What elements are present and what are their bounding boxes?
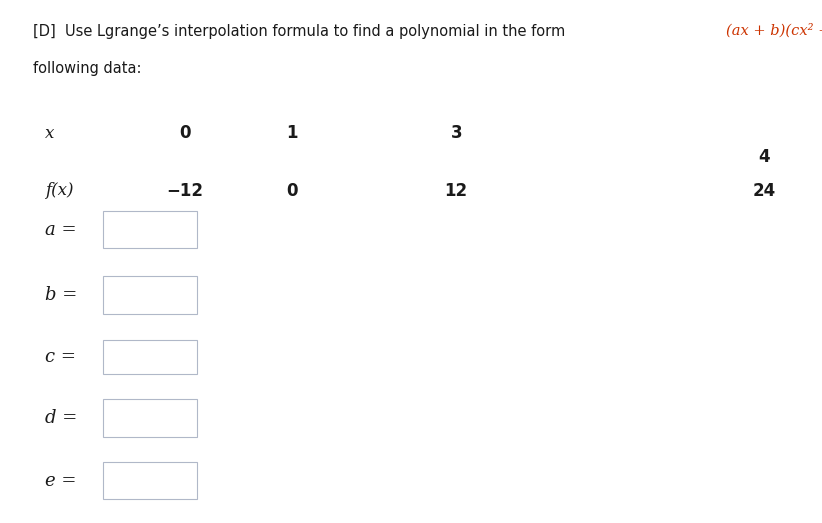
Text: −12: −12 bbox=[166, 182, 204, 200]
Text: 24: 24 bbox=[753, 182, 776, 200]
Text: c =: c = bbox=[45, 348, 76, 366]
FancyBboxPatch shape bbox=[103, 276, 197, 314]
FancyBboxPatch shape bbox=[103, 340, 197, 374]
Text: e =: e = bbox=[45, 472, 76, 490]
Text: 12: 12 bbox=[445, 182, 468, 200]
Text: x: x bbox=[45, 125, 54, 142]
Text: 4: 4 bbox=[759, 148, 770, 166]
Text: d =: d = bbox=[45, 409, 77, 427]
Text: 0: 0 bbox=[286, 182, 298, 200]
FancyBboxPatch shape bbox=[103, 399, 197, 437]
Text: following data:: following data: bbox=[33, 61, 141, 76]
FancyBboxPatch shape bbox=[103, 462, 197, 499]
Text: [D]  Use Lgrange’s interpolation formula to find a polynomial in the form: [D] Use Lgrange’s interpolation formula … bbox=[33, 24, 570, 39]
FancyBboxPatch shape bbox=[103, 211, 197, 248]
Text: 3: 3 bbox=[450, 124, 462, 142]
Text: 0: 0 bbox=[179, 124, 191, 142]
Text: a =: a = bbox=[45, 221, 76, 238]
Text: (ax + b)(cx² + dx + e): (ax + b)(cx² + dx + e) bbox=[726, 24, 822, 38]
Text: f(x): f(x) bbox=[45, 183, 74, 199]
Text: b =: b = bbox=[45, 286, 77, 304]
Text: 1: 1 bbox=[286, 124, 298, 142]
